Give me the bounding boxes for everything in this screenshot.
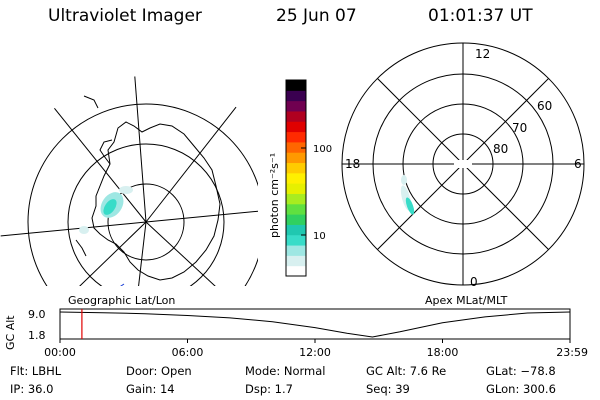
dsp-value: Dsp: 1.7 — [245, 382, 293, 396]
glon-value: GLon: 300.6 — [486, 382, 556, 396]
colorbar-segment — [286, 214, 306, 225]
timeline-xtick-label: 23:59 — [556, 346, 588, 359]
colorbar-segment — [286, 152, 306, 164]
timeline-xtick-label: 12:00 — [299, 346, 331, 359]
colorbar-segment — [286, 141, 306, 153]
door-value: Door: Open — [126, 364, 192, 378]
meridian-line — [29, 77, 147, 223]
meridian-line — [131, 76, 147, 223]
colorbar-segment — [286, 193, 306, 205]
mlt-label-top: 12 — [475, 47, 490, 61]
lat-circle-50 — [0, 76, 258, 286]
left-map-label: Geographic Lat/Lon — [68, 294, 175, 307]
colorbar-segment — [286, 100, 306, 112]
colorbar: 100 10 photon cm⁻²s⁻¹ — [268, 79, 332, 277]
center-gap — [454, 160, 472, 168]
time-label: 01:01:37 UT — [428, 6, 533, 26]
gain-value: Gain: 14 — [126, 382, 175, 396]
timeline-ylabel: GC Alt — [4, 315, 17, 350]
mlt-label-left: 18 — [345, 157, 360, 171]
geographic-map — [0, 76, 258, 286]
mlat-label: 80 — [493, 142, 508, 156]
island-coastline — [83, 95, 99, 109]
lat-circle-70 — [67, 143, 225, 286]
colorbar-segment — [286, 203, 306, 215]
colorbar-segment — [286, 131, 306, 143]
colorbar-strip — [286, 80, 306, 277]
filter-value: Flt: LBHL — [10, 364, 62, 378]
mlt-label-bottom: 0 — [470, 275, 478, 289]
glat-value: GLat: −78.8 — [486, 364, 556, 378]
timeline-xtick-label: 00:00 — [44, 346, 76, 359]
timeline-xtick-label: 18:00 — [427, 346, 459, 359]
colorbar-segment — [286, 224, 306, 236]
mlat-label: 60 — [537, 99, 552, 113]
mlat-label: 70 — [512, 121, 527, 135]
meridian-line — [145, 76, 258, 223]
colorbar-segment — [286, 183, 306, 194]
colorbar-unit-label: photon cm⁻²s⁻¹ — [268, 153, 281, 238]
colorbar-tick-label: 100 — [313, 144, 332, 155]
island-coastline — [75, 239, 87, 257]
gc-alt-value: GC Alt: 7.6 Re — [366, 364, 447, 378]
seq-value: Seq: 39 — [366, 382, 410, 396]
apex-polar-grid: 12 0 18 6 60 70 80 — [341, 42, 585, 289]
aurora-emission-right — [400, 175, 415, 215]
colorbar-segment — [286, 255, 306, 267]
aurora-emission-left — [79, 186, 133, 234]
lat-circle-80 — [107, 183, 185, 261]
ip-value: IP: 36.0 — [10, 382, 54, 396]
colorbar-segment — [286, 162, 306, 174]
right-map-label: Apex MLat/MLT — [425, 294, 508, 307]
timeline-xticks: 00:00 06:00 12:00 18:00 23:59 — [44, 339, 588, 359]
peninsula-coastline — [99, 139, 113, 165]
colorbar-segment — [286, 90, 306, 102]
instrument-title: Ultraviolet Imager — [48, 6, 202, 26]
meridian-line — [145, 221, 257, 286]
colorbar-segment — [286, 110, 306, 122]
colorbar-segment — [286, 80, 306, 91]
timeline-ytick: 1.8 — [28, 329, 46, 342]
colorbar-segment — [286, 121, 306, 133]
colorbar-segment — [286, 234, 306, 246]
timeline-xtick-label: 06:00 — [172, 346, 204, 359]
meridian-line — [0, 221, 147, 237]
mlt-label-right: 6 — [574, 157, 582, 171]
lat-circle-60 — [27, 103, 258, 286]
colorbar-frame — [285, 79, 307, 277]
altitude-curve — [59, 311, 571, 338]
altitude-timeline: Geographic Lat/Lon Apex MLat/MLT GC Alt … — [4, 294, 588, 359]
colorbar-segment — [286, 245, 306, 256]
colorbar-segment — [286, 172, 306, 184]
date-label: 25 Jun 07 — [276, 6, 357, 26]
south-america-coastline — [59, 76, 99, 89]
meridian-line — [23, 221, 147, 286]
mode-value: Mode: Normal — [245, 364, 326, 378]
colorbar-tick-label: 10 — [313, 231, 326, 242]
colorbar-segment — [286, 265, 306, 277]
antarctica-coastline — [91, 121, 221, 281]
meridian-line — [129, 221, 147, 286]
timeline-ytick: 9.0 — [28, 308, 46, 321]
